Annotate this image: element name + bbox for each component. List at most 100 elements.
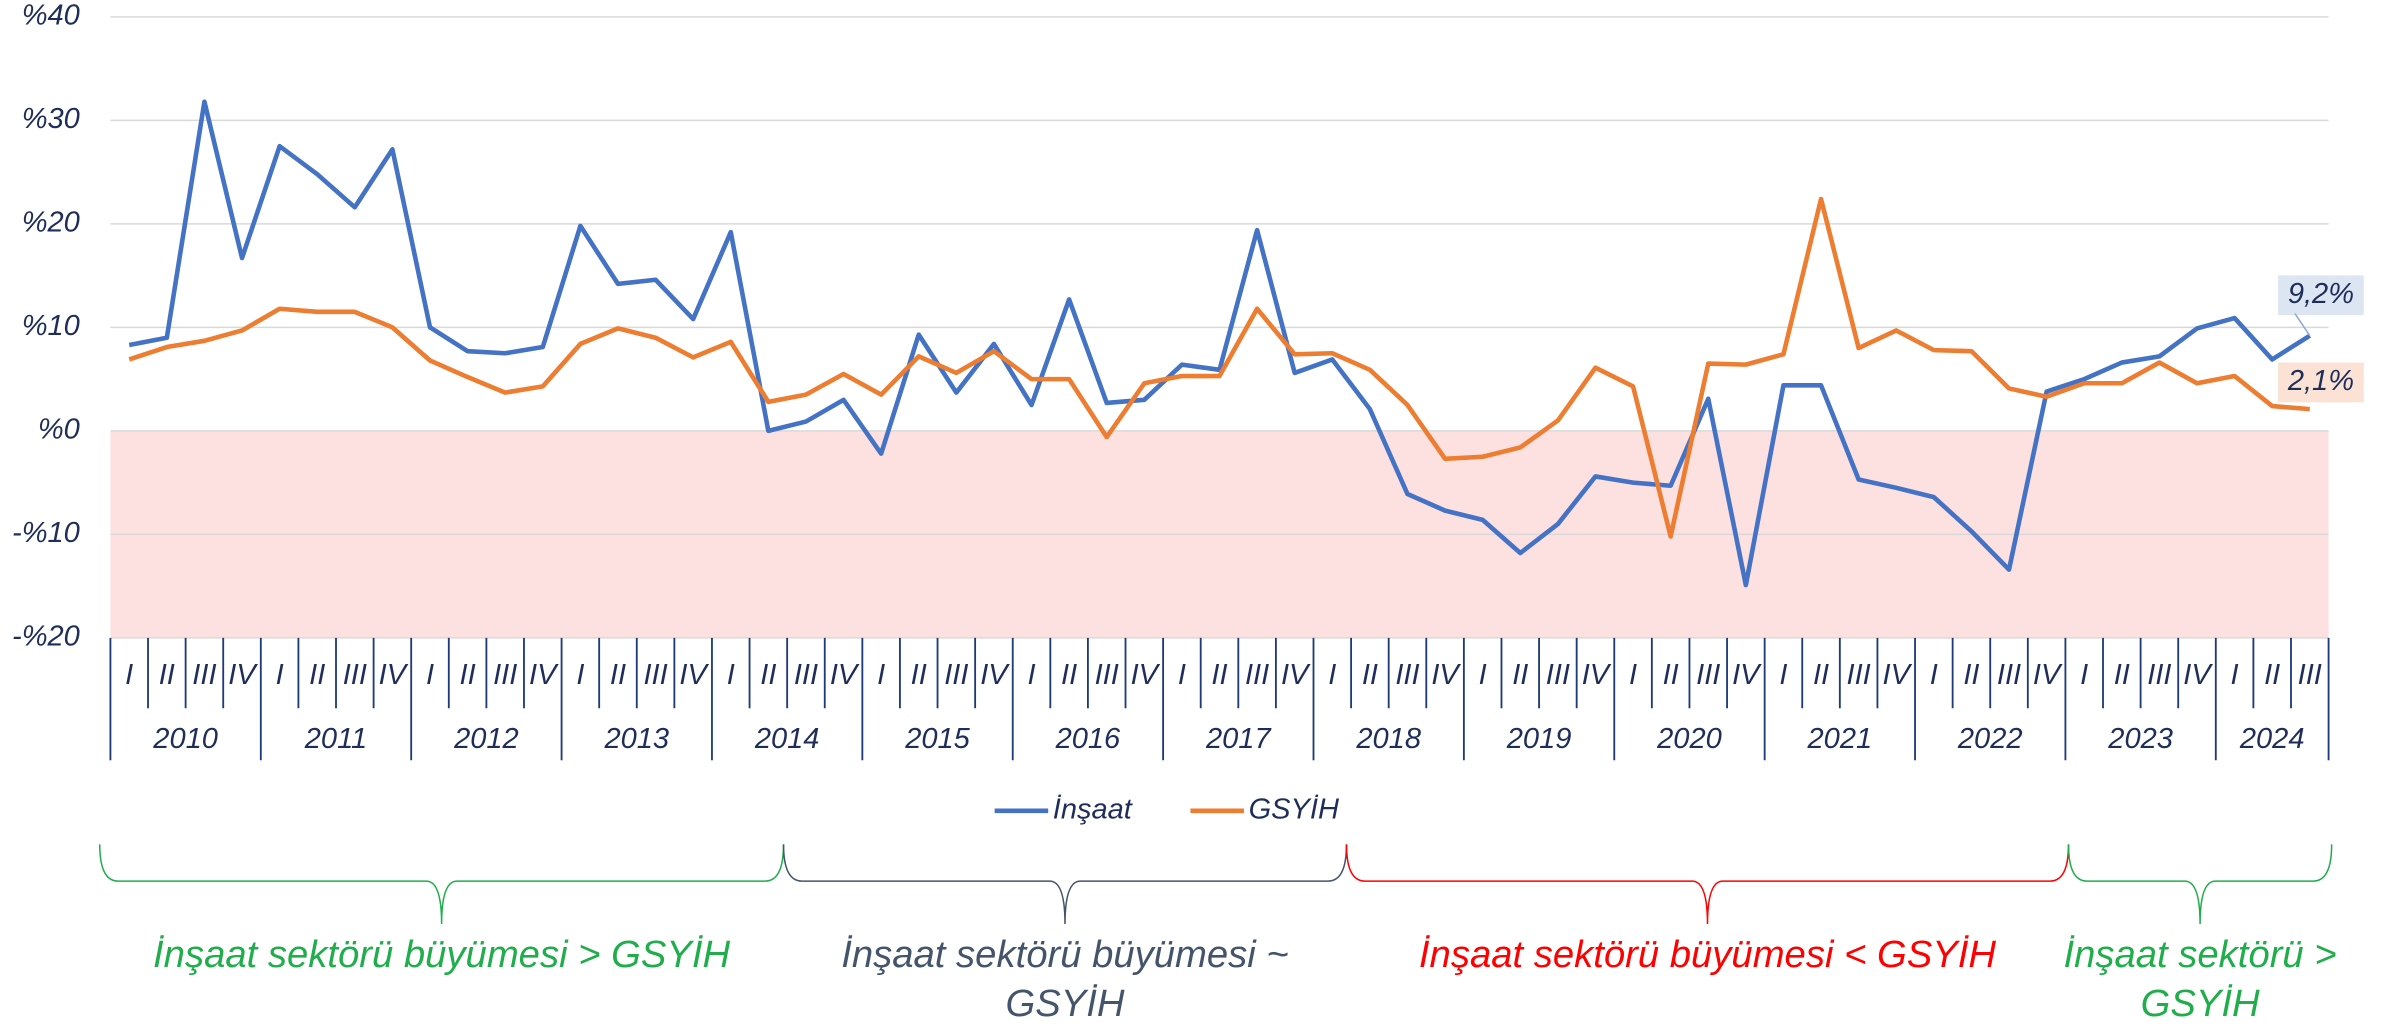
annotation-box: İnşaat sektörü büyümesi > GSYİH bbox=[153, 933, 731, 976]
x-tick-label: III bbox=[2298, 659, 2322, 691]
x-tick-label: II bbox=[610, 659, 626, 691]
x-tick-label: IV bbox=[1131, 659, 1161, 691]
x-tick-label: II bbox=[1061, 659, 1077, 691]
x-tick-label: IV bbox=[1431, 659, 1461, 691]
x-tick-label: II bbox=[1663, 659, 1679, 691]
year-label: 2020 bbox=[1656, 723, 1722, 755]
year-label: 2019 bbox=[1506, 723, 1572, 755]
end-label-bg bbox=[2278, 362, 2364, 403]
x-tick-label: II bbox=[460, 659, 476, 691]
x-tick-label: II bbox=[911, 659, 927, 691]
year-label: 2013 bbox=[603, 723, 669, 755]
year-label: 2017 bbox=[1205, 723, 1272, 755]
y-tick-label: %20 bbox=[22, 207, 80, 239]
year-label: 2012 bbox=[453, 723, 519, 755]
x-tick-label: III bbox=[1997, 659, 2021, 691]
x-tick-label: III bbox=[944, 659, 968, 691]
x-tick-label: IV bbox=[1582, 659, 1612, 691]
year-label: 2024 bbox=[2239, 723, 2305, 755]
x-tick-label: I bbox=[1178, 659, 1186, 691]
x-tick-label: II bbox=[1512, 659, 1528, 691]
x-tick-label: III bbox=[192, 659, 216, 691]
x-tick-label: III bbox=[1095, 659, 1119, 691]
x-tick-label: IV bbox=[1883, 659, 1913, 691]
x-tick-label: III bbox=[1696, 659, 1720, 691]
x-tick-label: II bbox=[1211, 659, 1227, 691]
x-tick-label: II bbox=[2114, 659, 2130, 691]
brace bbox=[782, 844, 1348, 924]
x-tick-label: III bbox=[2147, 659, 2171, 691]
x-tick-label: IV bbox=[679, 659, 709, 691]
x-tick-label: III bbox=[1395, 659, 1419, 691]
leader bbox=[2294, 313, 2311, 337]
year-label: 2021 bbox=[1807, 723, 1873, 755]
annotation: İnşaat sektörü büyümesi > GSYİH bbox=[153, 933, 731, 976]
x-tick-label: IV bbox=[529, 659, 559, 691]
x-tick-label: I bbox=[1779, 659, 1787, 691]
annotation: İnşaat sektörü büyümesi ~ GSYİH bbox=[841, 933, 1289, 1025]
year-label: 2016 bbox=[1055, 723, 1121, 755]
end-label-bg bbox=[2278, 275, 2364, 316]
x-tick-label: I bbox=[426, 659, 434, 691]
x-tick-label: IV bbox=[830, 659, 860, 691]
x-tick-label: II bbox=[1963, 659, 1979, 691]
line-series bbox=[128, 99, 2312, 588]
x-tick-label: II bbox=[159, 659, 175, 691]
x-tick-label: IV bbox=[980, 659, 1010, 691]
annotation-box: İnşaat sektörü > GSYİH bbox=[2063, 933, 2337, 1025]
legend-label: GSYİH bbox=[1249, 793, 1339, 825]
year-label: 2015 bbox=[904, 723, 970, 755]
y-tick-label: -%20 bbox=[12, 621, 80, 653]
x-tick-label: III bbox=[1847, 659, 1871, 691]
x-tick-label: I bbox=[2080, 659, 2088, 691]
x-tick-label: II bbox=[309, 659, 325, 691]
x-tick-label: II bbox=[2264, 659, 2280, 691]
year-label: 2022 bbox=[1957, 723, 2023, 755]
brace bbox=[1345, 844, 2070, 924]
x-tick-label: IV bbox=[1281, 659, 1311, 691]
year-label: 2018 bbox=[1355, 723, 1421, 755]
year-label: 2010 bbox=[152, 723, 218, 755]
y-tick-label: %10 bbox=[22, 310, 80, 342]
year-label: 2011 bbox=[304, 723, 367, 755]
x-tick-label: IV bbox=[379, 659, 409, 691]
y-tick-label: %40 bbox=[22, 0, 80, 31]
x-tick-label: I bbox=[1027, 659, 1035, 691]
x-tick-label: II bbox=[1813, 659, 1829, 691]
x-tick-label: IV bbox=[228, 659, 258, 691]
brace bbox=[98, 844, 785, 924]
x-tick-label: IV bbox=[2033, 659, 2063, 691]
y-tick-label: %0 bbox=[38, 414, 80, 446]
end-label: 2,1% bbox=[2287, 365, 2354, 397]
annotation-box: İnşaat sektörü büyümesi < GSYİH bbox=[1418, 933, 1997, 976]
x-tick-label: II bbox=[1362, 659, 1378, 691]
annotation-box: İnşaat sektörü büyümesi ~ GSYİH bbox=[841, 933, 1289, 1025]
x-tick-label: I bbox=[2231, 659, 2239, 691]
x-tick-label: II bbox=[760, 659, 776, 691]
x-tick-label: I bbox=[1479, 659, 1487, 691]
x-tick-label: IV bbox=[2183, 659, 2213, 691]
x-tick-label: IV bbox=[1732, 659, 1762, 691]
x-tick-label: III bbox=[1546, 659, 1570, 691]
annotation: İnşaat sektörü büyümesi < GSYİH bbox=[1418, 933, 1997, 976]
x-tick-label: I bbox=[1629, 659, 1637, 691]
x-tick-label: III bbox=[794, 659, 818, 691]
line-series bbox=[128, 196, 2310, 539]
x-tick-label: III bbox=[343, 659, 367, 691]
x-tick-label: I bbox=[727, 659, 735, 691]
year-label: 2014 bbox=[754, 723, 820, 755]
x-tick-label: I bbox=[1328, 659, 1336, 691]
legend-label: İnşaat bbox=[1053, 793, 1134, 825]
brace bbox=[2067, 844, 2333, 924]
x-tick-label: I bbox=[877, 659, 885, 691]
x-tick-label: III bbox=[1245, 659, 1269, 691]
annotation: İnşaat sektörü > GSYİH bbox=[2063, 933, 2337, 1025]
x-tick-label: III bbox=[493, 659, 517, 691]
x-tick-label: I bbox=[276, 659, 284, 691]
y-tick-label: %30 bbox=[22, 103, 80, 135]
x-tick-label: I bbox=[1930, 659, 1938, 691]
year-label: 2023 bbox=[2107, 723, 2173, 755]
x-tick-label: III bbox=[643, 659, 667, 691]
end-label: 9,2% bbox=[2288, 278, 2354, 310]
